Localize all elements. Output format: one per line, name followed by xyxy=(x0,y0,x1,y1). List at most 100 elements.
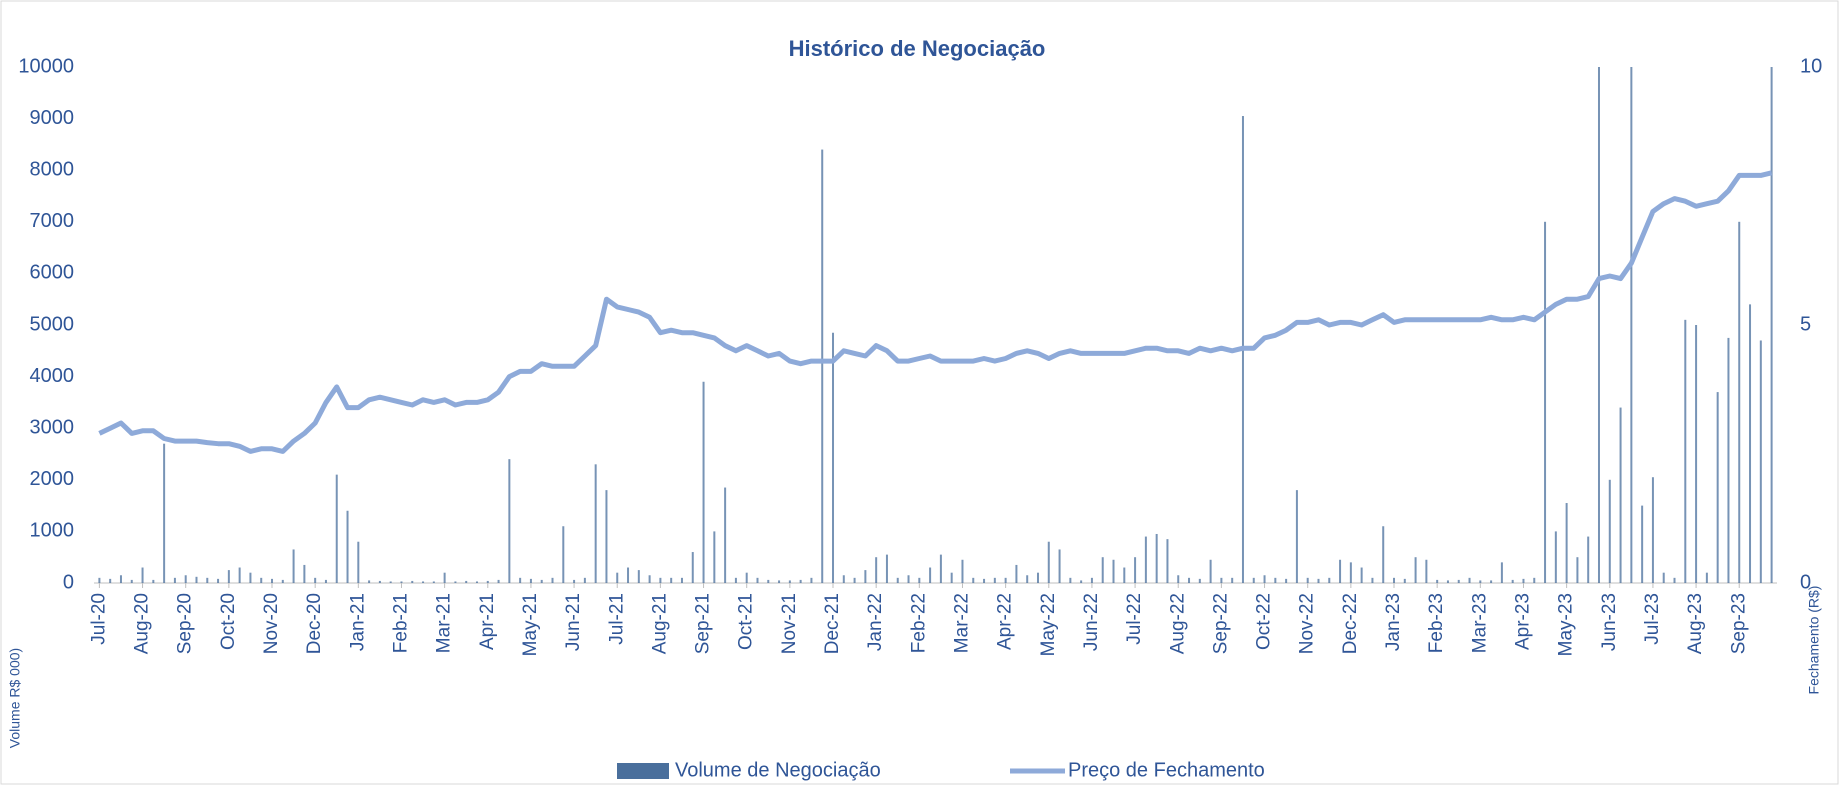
bar xyxy=(1360,567,1363,583)
x-tick-label: Mar-21 xyxy=(434,593,455,653)
bar xyxy=(1134,557,1137,583)
x-tick-label: Sep-21 xyxy=(693,593,714,654)
bar xyxy=(184,575,187,583)
bar xyxy=(972,577,975,583)
y-tick-label: 8000 xyxy=(30,158,75,180)
bar xyxy=(734,577,737,583)
bar xyxy=(1371,577,1374,583)
x-tick-label: Dec-21 xyxy=(822,593,843,654)
y-tick-label: 3000 xyxy=(30,416,75,438)
bar xyxy=(389,581,392,583)
bar xyxy=(896,577,899,583)
x-tick-label: Aug-23 xyxy=(1685,593,1706,654)
bar xyxy=(422,581,425,583)
bar xyxy=(1155,533,1158,583)
x-tick-label: Dec-22 xyxy=(1340,593,1361,654)
x-tick-label: Sep-22 xyxy=(1210,593,1231,654)
x-tick-label: Jan-23 xyxy=(1383,593,1404,651)
bar xyxy=(443,572,446,583)
bar xyxy=(519,577,522,583)
bar xyxy=(1101,557,1104,583)
bar xyxy=(260,577,263,583)
bar xyxy=(1090,577,1093,583)
bar xyxy=(1339,559,1342,583)
x-tick-label: Jul-22 xyxy=(1124,593,1145,645)
bar xyxy=(357,541,360,583)
x-tick-label: Jul-23 xyxy=(1642,593,1663,645)
x-tick-label: Apr-23 xyxy=(1512,593,1533,650)
bar xyxy=(271,578,274,583)
bar xyxy=(1425,559,1428,583)
bar xyxy=(961,559,964,583)
x-tick-label: Nov-21 xyxy=(779,593,800,654)
bar xyxy=(832,332,835,583)
bar xyxy=(1198,578,1201,583)
bar xyxy=(173,577,176,583)
x-tick-label: Jun-23 xyxy=(1599,593,1620,651)
bar xyxy=(486,580,489,583)
bar xyxy=(1544,221,1547,584)
x-tick-label: Apr-22 xyxy=(995,593,1016,650)
bar xyxy=(249,572,252,583)
bar xyxy=(1047,541,1050,583)
bar xyxy=(1479,580,1482,583)
bar xyxy=(605,490,608,583)
bar xyxy=(1295,490,1298,583)
bar xyxy=(1554,531,1557,583)
x-tick-label: Feb-22 xyxy=(908,593,929,653)
x-tick-label: Aug-20 xyxy=(132,593,153,654)
y-tick-label: 1000 xyxy=(30,520,75,542)
x-tick-label: Sep-23 xyxy=(1728,593,1749,654)
y-tick-label: 0 xyxy=(63,571,74,593)
bar xyxy=(1382,526,1385,583)
bar xyxy=(1727,337,1730,583)
bar xyxy=(1651,477,1654,583)
bar xyxy=(1328,577,1331,583)
y-tick-label: 7000 xyxy=(30,210,75,232)
bar xyxy=(1608,479,1611,583)
bar xyxy=(864,570,867,583)
bar xyxy=(799,579,802,583)
bar xyxy=(1716,392,1719,583)
bar xyxy=(1209,559,1212,583)
bar xyxy=(497,579,500,583)
bar xyxy=(756,577,759,583)
bar xyxy=(594,464,597,583)
y-axis-title: Volume R$ 000) xyxy=(7,648,23,748)
bar xyxy=(1565,503,1568,583)
bar xyxy=(1263,575,1266,583)
legend-label: Volume de Negociação xyxy=(675,759,881,781)
y-tick-label: 9000 xyxy=(30,107,75,129)
bar xyxy=(1490,580,1493,583)
bar xyxy=(1015,564,1018,583)
bar xyxy=(292,549,295,583)
y2-tick-label: 5 xyxy=(1800,313,1811,335)
x-tick-label: Feb-23 xyxy=(1426,593,1447,653)
bar xyxy=(1673,577,1676,583)
bar xyxy=(875,557,878,583)
bar xyxy=(842,575,845,583)
bar xyxy=(1069,577,1072,583)
bar xyxy=(432,581,435,583)
bar xyxy=(562,526,565,583)
bar xyxy=(454,581,457,583)
bar xyxy=(950,572,953,583)
bar xyxy=(152,579,155,583)
bar xyxy=(691,552,694,583)
bar xyxy=(1619,407,1622,583)
bar xyxy=(1576,557,1579,583)
bar xyxy=(1468,577,1471,583)
bar xyxy=(119,575,122,583)
bar xyxy=(648,575,651,583)
bar xyxy=(1058,549,1061,583)
bar xyxy=(1436,579,1439,583)
x-tick-label: Aug-22 xyxy=(1167,593,1188,654)
x-tick-label: Jul-21 xyxy=(606,593,627,645)
bar xyxy=(1144,536,1147,583)
bar xyxy=(1166,539,1169,583)
bar xyxy=(368,580,371,583)
bar xyxy=(1177,575,1180,583)
bar xyxy=(1641,505,1644,583)
x-tick-label: May-21 xyxy=(520,593,541,656)
